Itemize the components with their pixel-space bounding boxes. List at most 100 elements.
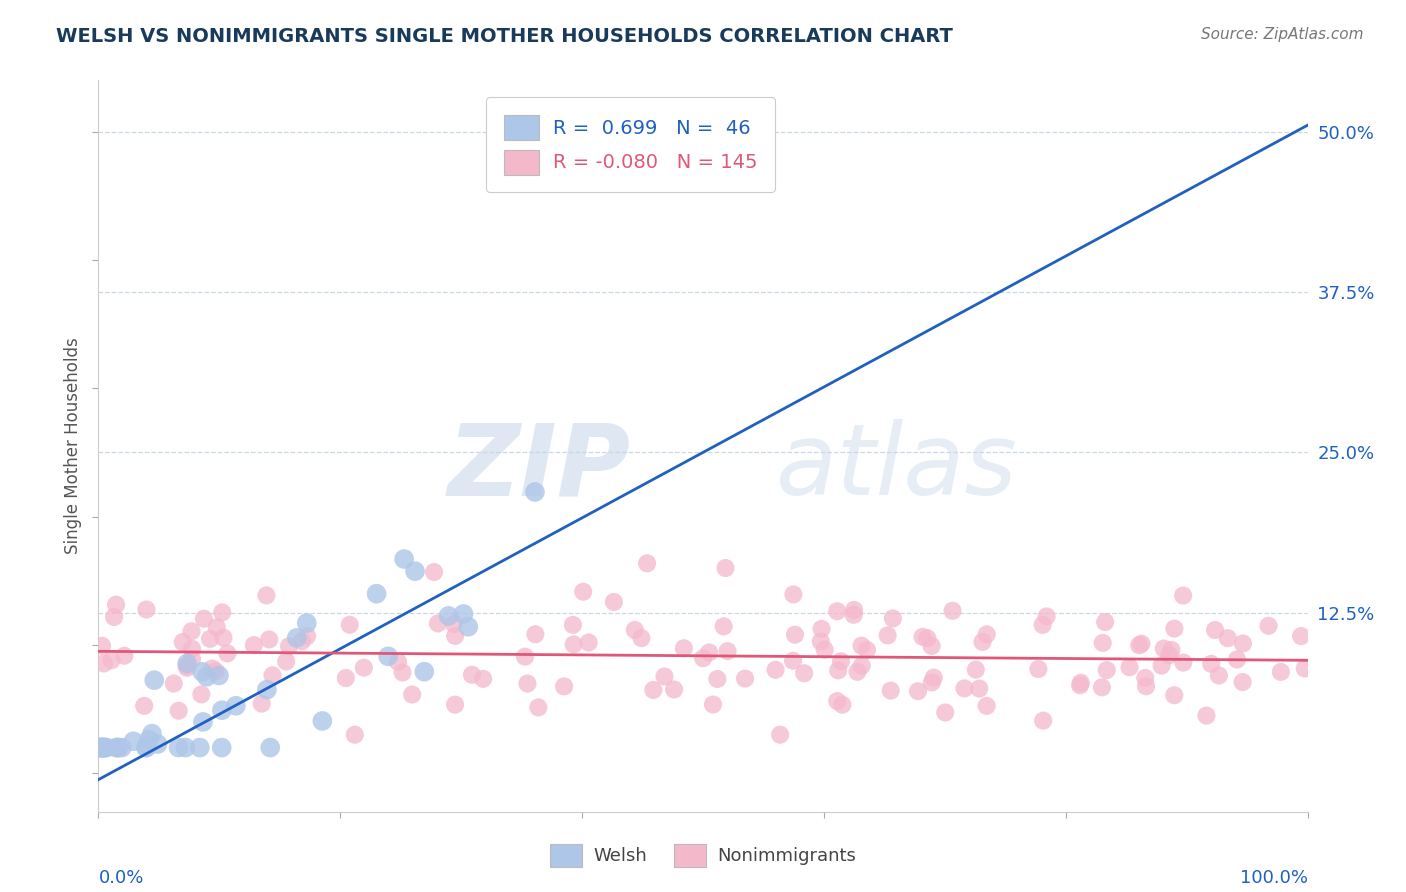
Point <box>167 704 190 718</box>
Point <box>1204 623 1226 637</box>
Point <box>706 672 728 686</box>
Point <box>876 628 898 642</box>
Point <box>562 617 585 632</box>
Point <box>107 740 129 755</box>
Point <box>89 740 111 755</box>
Point <box>146 737 169 751</box>
Point <box>907 684 929 698</box>
Point <box>93 657 115 671</box>
Point <box>523 485 546 500</box>
Point <box>783 628 806 642</box>
Point <box>167 740 190 755</box>
Point <box>1226 652 1249 666</box>
Point <box>262 668 284 682</box>
Point <box>965 663 987 677</box>
Point <box>1257 619 1279 633</box>
Point <box>942 604 965 618</box>
Point <box>91 639 114 653</box>
Point <box>257 632 280 647</box>
Point <box>205 664 228 678</box>
Point <box>201 661 224 675</box>
Text: ZIP: ZIP <box>447 419 630 516</box>
Point <box>630 631 652 645</box>
Point <box>208 668 231 682</box>
Point <box>1118 660 1140 674</box>
Point <box>91 740 114 755</box>
Point <box>1159 648 1181 663</box>
Point <box>1032 618 1054 632</box>
Point <box>1069 678 1091 692</box>
Point <box>1153 641 1175 656</box>
Point <box>769 728 792 742</box>
Point <box>335 671 357 685</box>
Point <box>793 666 815 681</box>
Point <box>851 639 873 653</box>
Point <box>562 637 585 651</box>
Point <box>143 673 166 687</box>
Point <box>343 728 366 742</box>
Point <box>457 620 479 634</box>
Point <box>1160 643 1182 657</box>
Point <box>295 616 318 631</box>
Point <box>1032 714 1054 728</box>
Point <box>181 652 204 666</box>
Point <box>211 606 233 620</box>
Point <box>765 663 787 677</box>
Point <box>825 694 848 708</box>
Point <box>1195 708 1218 723</box>
Point <box>921 675 943 690</box>
Point <box>851 658 873 673</box>
Point <box>842 603 865 617</box>
Point <box>827 664 849 678</box>
Text: atlas: atlas <box>776 419 1017 516</box>
Point <box>1163 688 1185 702</box>
Point <box>180 624 202 639</box>
Point <box>89 740 111 755</box>
Point <box>444 698 467 712</box>
Point <box>1095 663 1118 677</box>
Text: Source: ZipAtlas.com: Source: ZipAtlas.com <box>1201 27 1364 42</box>
Point <box>856 643 879 657</box>
Point <box>311 714 333 728</box>
Point <box>225 698 247 713</box>
Point <box>513 649 536 664</box>
Point <box>141 726 163 740</box>
Point <box>211 740 233 755</box>
Point <box>578 635 600 649</box>
Point <box>1091 636 1114 650</box>
Point <box>472 672 495 686</box>
Point <box>176 657 198 671</box>
Point <box>163 676 186 690</box>
Point <box>138 732 160 747</box>
Point <box>256 588 278 602</box>
Point <box>842 607 865 622</box>
Point <box>291 634 314 648</box>
Point <box>1208 668 1230 682</box>
Point <box>453 607 475 621</box>
Point <box>1135 671 1157 685</box>
Point <box>198 632 221 646</box>
Point <box>211 703 233 717</box>
Point <box>1035 609 1057 624</box>
Point <box>174 740 197 755</box>
Point <box>967 681 990 696</box>
Text: 0.0%: 0.0% <box>98 870 143 888</box>
Point <box>176 659 198 673</box>
Point <box>814 642 837 657</box>
Point <box>276 655 298 669</box>
Point <box>278 639 301 653</box>
Point <box>444 629 467 643</box>
Point <box>112 648 135 663</box>
Point <box>553 679 575 693</box>
Legend: Welsh, Nonimmigrants: Welsh, Nonimmigrants <box>543 837 863 874</box>
Point <box>524 627 547 641</box>
Point <box>105 598 128 612</box>
Point <box>93 740 115 755</box>
Point <box>972 635 994 649</box>
Point <box>697 645 720 659</box>
Point <box>1173 656 1195 670</box>
Point <box>1163 622 1185 636</box>
Point <box>1070 675 1092 690</box>
Point <box>672 641 695 656</box>
Point <box>1232 636 1254 650</box>
